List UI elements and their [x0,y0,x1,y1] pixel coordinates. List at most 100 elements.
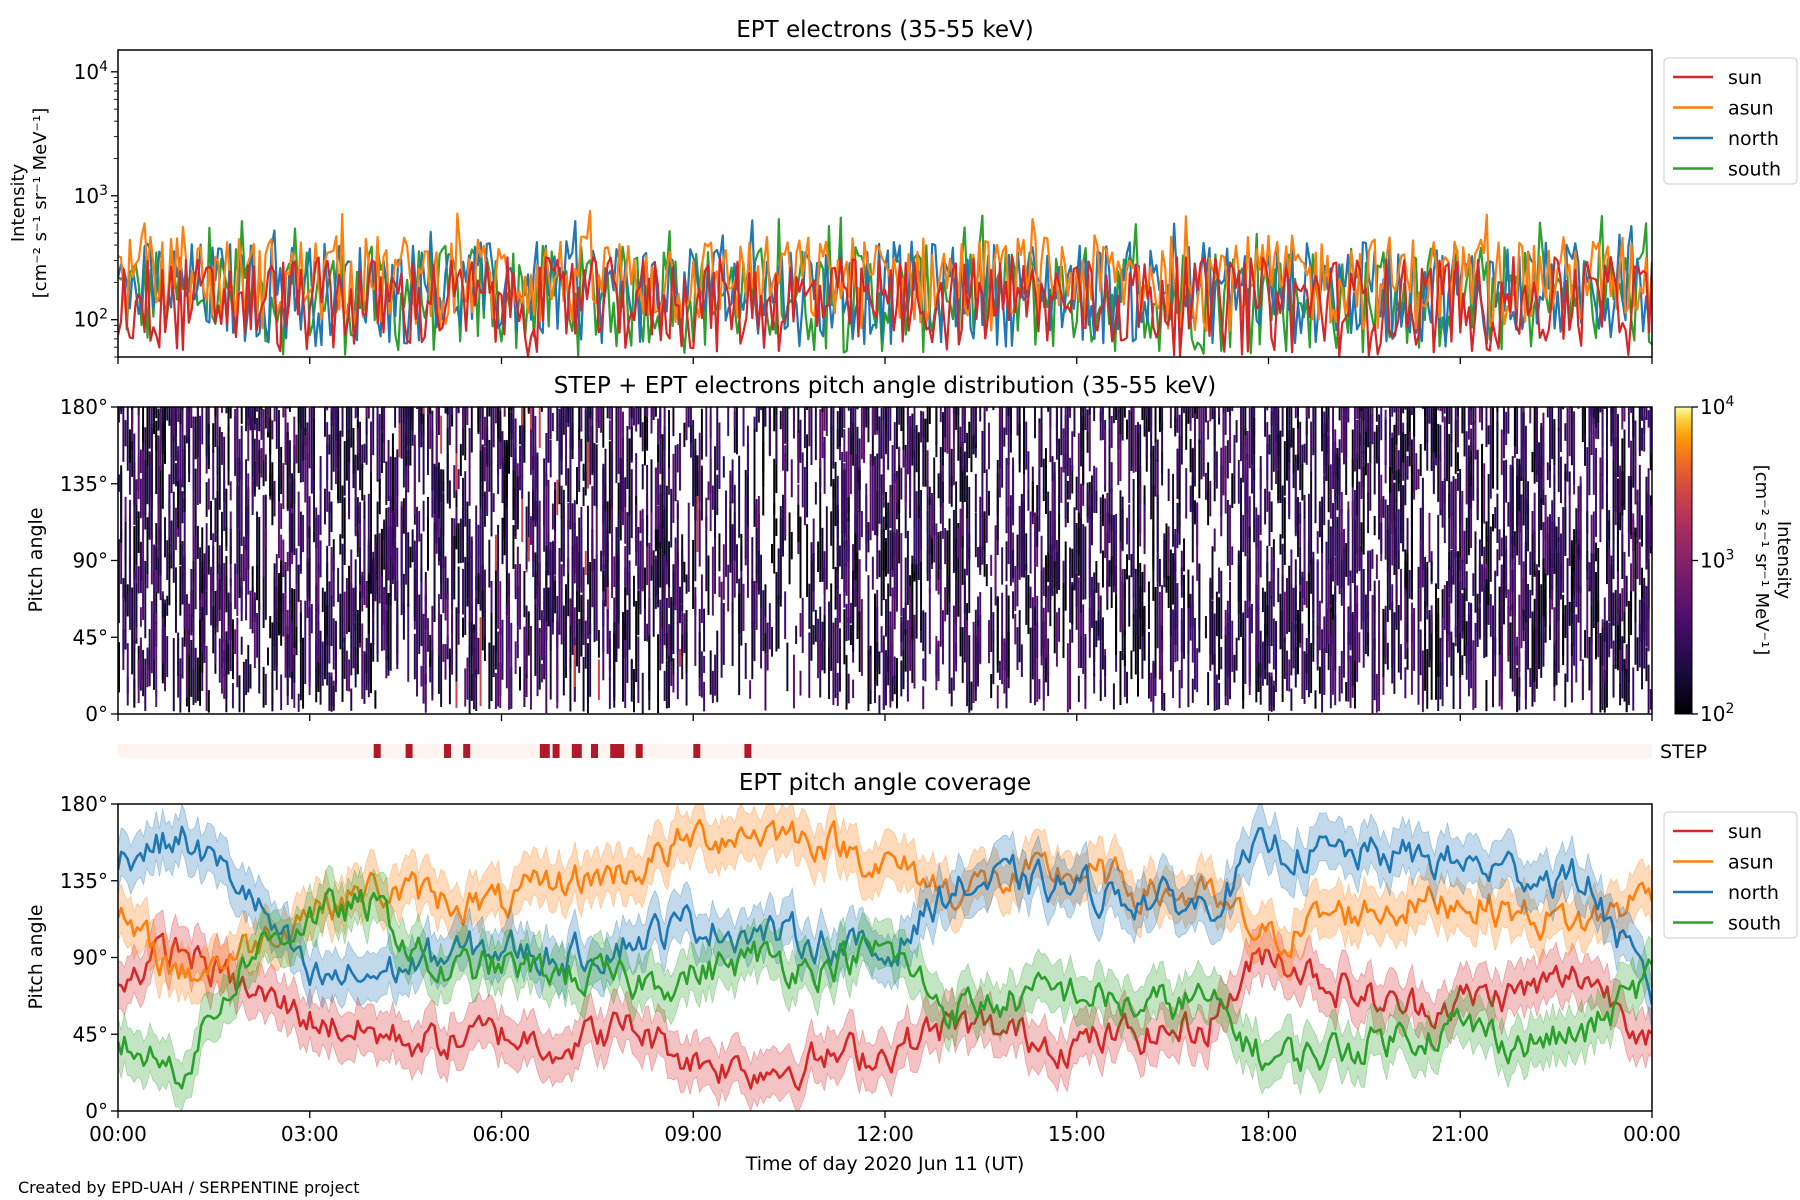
heatmap-cell [1608,622,1611,658]
heatmap-cell [672,673,675,693]
heatmap-cell [218,579,221,610]
heatmap-cell [161,591,164,664]
heatmap-cell [1031,481,1034,512]
heatmap-cell [356,407,359,417]
heatmap-cell [286,634,289,696]
heatmap-cell [1393,424,1396,481]
heatmap-cell [1270,676,1273,712]
heatmap-cell [1178,463,1181,528]
heatmap-cell [448,407,451,446]
colorbar-label-line1: Intensity [1773,521,1794,600]
heatmap-cell [457,469,460,490]
heatmap-cell [253,438,256,493]
heatmap-cell [1077,527,1080,556]
heatmap-cell [1071,584,1074,625]
heatmap-cell [308,408,311,469]
heatmap-cell [707,555,710,616]
heatmap-cell [328,672,331,711]
heatmap-cell [367,574,370,634]
heatmap-cell [1621,533,1624,579]
heatmap-cell [994,525,997,595]
heatmap-cell [880,626,883,653]
heatmap-cell [225,407,228,414]
heatmap-cell [199,415,202,504]
heatmap-cell [310,604,313,634]
heatmap-cell [1051,525,1054,596]
heatmap-cell [470,407,473,453]
heatmap-cell [271,622,274,712]
heatmap-cell [792,407,795,439]
heatmap-cell [422,431,425,495]
heatmap-cell [420,611,423,647]
heatmap-cell [181,409,184,488]
heatmap-cell [1489,526,1492,582]
heatmap-cell [1421,675,1424,704]
heatmap-cell [1518,677,1521,697]
heatmap-cell [882,529,885,601]
heatmap-cell [893,422,896,483]
heatmap-cell [1649,506,1652,547]
heatmap-cell [1112,407,1115,424]
heatmap-cell [1568,601,1571,626]
heatmap-cell [1520,568,1523,649]
heatmap-cell [1305,653,1308,674]
heatmap-cell [470,540,473,615]
heatmap-cell [330,501,333,532]
heatmap-cell [584,407,587,438]
heatmap-cell [422,632,425,704]
step-strip-label: STEP [1660,741,1707,763]
heatmap-cell [1321,496,1324,553]
heatmap-cell [343,497,346,565]
heatmap-cell [1356,529,1359,574]
panel1-ytick-label: 102 [74,307,108,332]
heatmap-cell [446,407,449,438]
heatmap-cell [1200,409,1203,433]
heatmap-cell [821,407,824,459]
step-mark [635,744,643,758]
heatmap-cell [608,441,611,534]
step-mark [405,744,413,758]
heatmap-cell [725,490,727,520]
heatmap-cell [959,446,962,502]
heatmap-cell [1110,514,1113,576]
heatmap-cell [508,407,511,474]
heatmap-cell [380,407,383,430]
heatmap-cell [1369,550,1372,592]
heatmap-cell [565,415,568,486]
heatmap-cell [479,450,482,523]
heatmap-cell [1386,642,1389,670]
heatmap-cell [1520,407,1523,478]
heatmap-cell [1126,419,1129,440]
heatmap-cell [1555,526,1558,596]
heatmap-cell [939,565,942,647]
heatmap-cell [665,660,668,709]
heatmap-cell [429,634,432,667]
heatmap-cell [372,407,375,456]
heatmap-cell [142,450,145,507]
heatmap-cell [1169,549,1172,637]
heatmap-cell [1198,564,1201,653]
heatmap-cell [308,496,311,539]
heatmap-cell [402,603,405,640]
heatmap-cell [1590,637,1593,714]
heatmap-cell [782,494,784,557]
heatmap-cell [492,645,495,677]
heatmap-cell [1375,425,1378,464]
heatmap-cell [784,407,787,444]
heatmap-cell [825,506,828,590]
heatmap-cell [1058,607,1061,642]
heatmap-cell [878,433,881,471]
heatmap-cell [613,633,616,708]
heatmap-cell [928,486,931,505]
heatmap-cell [764,407,767,427]
heatmap-cell [1566,407,1569,482]
heatmap-cell [1347,632,1350,661]
heatmap-cell [1446,581,1448,653]
heatmap-cell [1522,412,1525,447]
heatmap-cell [1476,449,1479,518]
heatmap-cell [1470,407,1473,425]
heatmap-cell [1134,568,1137,635]
heatmap-cell [648,542,651,635]
heatmap-cell [459,444,462,476]
heatmap-cell [422,500,425,532]
